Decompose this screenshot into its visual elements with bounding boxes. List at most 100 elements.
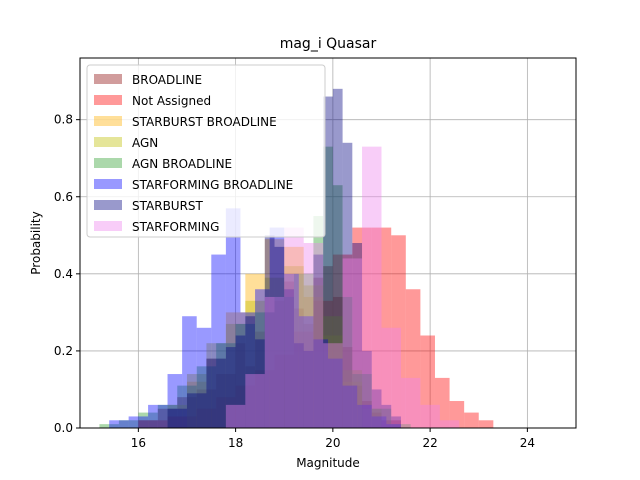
bar-s5-b11	[284, 273, 299, 428]
bar-s4-b1	[118, 420, 139, 428]
bar-s5-b12	[298, 316, 314, 428]
bar-s7-b5	[323, 343, 343, 428]
ticks: 16 18 20 22 24 0.0 0.2 0.4 0.6 0.8	[54, 113, 535, 450]
bar-s7-b6	[342, 258, 363, 428]
bar-s5-b6	[211, 254, 226, 428]
bar-s0-b8	[264, 312, 275, 428]
bar-s2-b0	[186, 381, 207, 428]
plot-area	[79, 57, 577, 429]
bar-s2-b2	[225, 312, 246, 428]
legend-swatch-5	[94, 179, 122, 189]
bar-s1-b4	[235, 385, 256, 428]
bar-s5-b17	[371, 416, 387, 428]
y-tick-label-2: 0.4	[54, 267, 73, 281]
x-tick-label-1: 18	[228, 436, 243, 450]
bar-s6-b15	[342, 142, 353, 428]
bar-s4-b13	[332, 185, 343, 428]
bar-s1-b12	[391, 235, 406, 428]
bar-s7-b4	[303, 243, 324, 428]
legend-label-5: STARFORMING BROADLINE	[132, 178, 293, 192]
bar-s1-b16	[449, 401, 465, 428]
bar-s1-b6	[274, 354, 294, 428]
bar-s4-b9	[274, 296, 294, 428]
bar-s3-b4	[245, 300, 265, 428]
y-axis-label: Probability	[29, 211, 43, 274]
bar-s2-b4	[264, 239, 285, 428]
bar-s0-b17	[352, 385, 363, 428]
bar-s0-b19	[371, 412, 382, 428]
legend-label-2: STARBURST BROADLINE	[132, 115, 277, 129]
bar-s5-b0	[109, 420, 129, 428]
bar-s6-b8	[274, 246, 285, 428]
bar-s4-b5	[196, 366, 217, 428]
bar-s3-b10	[362, 408, 382, 428]
bar-s6-b0	[167, 408, 187, 428]
bar-s2-b1	[206, 358, 226, 428]
bar-s0-b20	[381, 420, 401, 428]
bar-s7-b10	[420, 404, 440, 428]
bar-s6-b4	[235, 335, 246, 428]
bar-s1-b8	[313, 300, 333, 428]
legend-swatch-7	[94, 221, 122, 231]
legend-label-1: Not Assigned	[132, 94, 211, 108]
bar-s4-b17	[391, 424, 411, 428]
legend: BROADLINE Not Assigned STARBURST BROADLINE…	[86, 64, 326, 238]
bar-s7-b1	[245, 374, 265, 428]
bar-s0-b16	[342, 347, 353, 428]
bar-s1-b1	[167, 416, 197, 428]
bar-s4-b2	[138, 412, 158, 428]
legend-swatch-2	[94, 116, 122, 126]
bar-s3-b1	[186, 374, 207, 428]
bar-s7-b7	[362, 146, 382, 429]
bar-s1-b5	[255, 370, 275, 428]
bar-s7-b9	[400, 377, 421, 428]
bar-s0-b12	[303, 323, 314, 428]
bar-s4-b16	[371, 408, 392, 428]
bar-s2-b6	[303, 296, 324, 428]
bar-s3-b0	[167, 404, 187, 428]
bar-s0-b4	[216, 374, 236, 428]
bar-s5-b5	[196, 327, 212, 428]
bar-s1-b2	[196, 408, 217, 428]
bar-s1-b18	[478, 420, 494, 428]
bar-s4-b15	[352, 374, 372, 428]
x-tick-label-3: 22	[422, 436, 437, 450]
legend-swatch-4	[94, 158, 122, 168]
series-6	[167, 88, 401, 429]
bar-s2-b5	[284, 246, 304, 428]
bar-s6-b6	[255, 339, 265, 428]
bar-s6-b19	[381, 404, 392, 428]
bar-s1-b3	[216, 397, 236, 428]
bar-s1-b13	[405, 289, 421, 428]
legend-label-0: BROADLINE	[132, 73, 202, 87]
bar-s6-b20	[391, 416, 401, 428]
bar-s0-b2	[177, 397, 197, 428]
series-4	[99, 146, 411, 429]
bar-s3-b8	[323, 316, 343, 428]
bar-s4-b10	[293, 273, 314, 428]
bar-s6-b12	[313, 254, 324, 428]
bar-s4-b6	[216, 343, 236, 428]
bar-s4-b7	[235, 323, 256, 428]
bar-s5-b16	[357, 404, 372, 428]
bar-s7-b2	[264, 296, 285, 428]
bar-s6-b13	[323, 96, 333, 429]
bar-s6-b16	[352, 243, 363, 428]
x-tick-label-2: 20	[325, 436, 340, 450]
chart-title: mag_i Quasar	[280, 36, 377, 52]
bar-s6-b11	[303, 350, 314, 428]
series-5	[109, 208, 401, 428]
x-axis-label: Magnitude	[296, 456, 360, 470]
bar-s0-b7	[255, 331, 265, 428]
bar-s4-b4	[177, 385, 197, 428]
bar-s1-b15	[434, 377, 450, 428]
axes-frame	[79, 57, 577, 429]
bar-s5-b1	[128, 416, 149, 428]
bar-s7-b11	[439, 420, 460, 428]
legend-label-6: STARBURST	[132, 199, 204, 213]
bar-s6-b5	[245, 316, 256, 428]
bar-s6-b3	[225, 347, 236, 428]
bar-s3-b2	[206, 343, 226, 428]
bar-s7-b8	[381, 327, 401, 428]
